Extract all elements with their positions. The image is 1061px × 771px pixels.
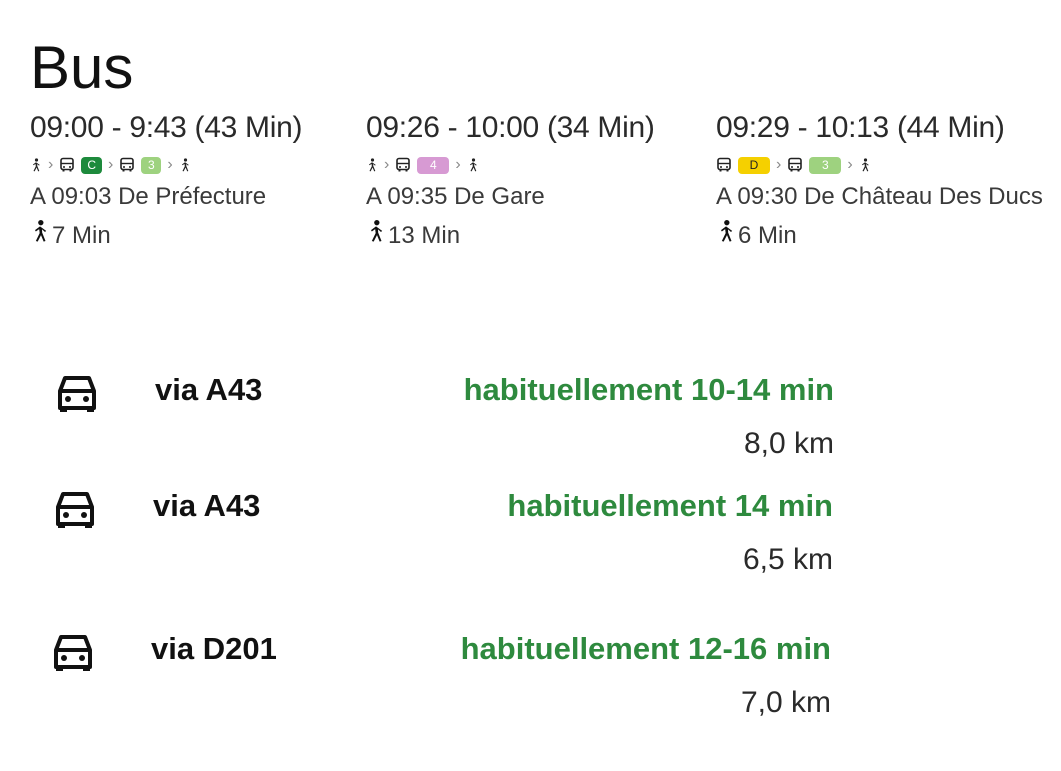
walk-time: 7 Min [52, 222, 111, 249]
driving-option-3[interactable]: via D201 habituellement 12-16 min 7,0 km [0, 631, 1061, 731]
bus-icon [59, 157, 75, 173]
route-time: 09:00 - 9:43 (43 Min) [30, 111, 303, 144]
walk-duration: 13 Min [366, 217, 655, 255]
walk-icon [366, 217, 386, 255]
car-icon [53, 488, 97, 535]
walk-icon [366, 158, 378, 172]
route-legs: › 4 › [366, 152, 655, 178]
chevron-right-icon: › [108, 156, 114, 173]
walk-icon [179, 158, 191, 172]
distance: 6,5 km [742, 543, 833, 576]
departure-info: A 09:30 De Château Des Ducs [716, 183, 1043, 210]
line-badge: C [81, 156, 102, 174]
route-option-3[interactable]: 09:29 - 10:13 (44 Min) D › 3 › A 09:30 D… [716, 108, 1043, 255]
chevron-right-icon: › [384, 156, 390, 173]
route-via: via D201 [151, 631, 277, 666]
usual-duration: habituellement 14 min [507, 488, 833, 523]
chevron-right-icon: › [776, 156, 782, 173]
chevron-right-icon: › [455, 156, 461, 173]
walk-duration: 7 Min [30, 217, 302, 255]
route-time: 09:29 - 10:13 (44 Min) [716, 111, 1005, 144]
route-legs: D › 3 › [716, 152, 1043, 178]
walk-icon [467, 158, 479, 172]
line-badge: D [738, 156, 770, 174]
usual-duration: habituellement 12-16 min [460, 631, 831, 666]
route-option-1[interactable]: 09:00 - 9:43 (43 Min) › C › 3 › A 09:03 … [30, 108, 302, 255]
route-option-2[interactable]: 09:26 - 10:00 (34 Min) › 4 › A 09:35 De … [366, 108, 655, 255]
distance: 8,0 km [743, 427, 834, 460]
bus-icon [787, 157, 803, 173]
driving-option-1[interactable]: via A43 habituellement 10-14 min 8,0 km [0, 372, 1061, 472]
walk-icon [859, 158, 871, 172]
bus-icon [119, 157, 135, 173]
page-title: Bus [30, 34, 134, 101]
departure-info: A 09:03 De Préfecture [30, 183, 267, 210]
route-via: via A43 [155, 372, 263, 407]
bus-icon [395, 157, 411, 173]
walk-time: 13 Min [388, 222, 461, 249]
car-icon [51, 631, 95, 678]
line-badge: 3 [809, 156, 842, 174]
route-legs: › C › 3 › [30, 152, 302, 178]
line-badge: 3 [141, 156, 162, 174]
route-time: 09:26 - 10:00 (34 Min) [366, 111, 655, 144]
distance: 7,0 km [740, 686, 831, 719]
line-badge: 4 [417, 156, 450, 174]
walk-icon [30, 158, 42, 172]
usual-duration: habituellement 10-14 min [463, 372, 834, 407]
chevron-right-icon: › [167, 156, 173, 173]
car-icon [55, 372, 99, 419]
bus-icon [716, 157, 732, 173]
chevron-right-icon: › [48, 156, 54, 173]
walk-icon [30, 217, 50, 255]
driving-option-2[interactable]: via A43 habituellement 14 min 6,5 km [0, 488, 1061, 588]
route-via: via A43 [153, 488, 261, 523]
departure-info: A 09:35 De Gare [366, 183, 545, 210]
walk-duration: 6 Min [716, 217, 1043, 255]
chevron-right-icon: › [847, 156, 853, 173]
walk-time: 6 Min [738, 222, 797, 249]
walk-icon [716, 217, 736, 255]
